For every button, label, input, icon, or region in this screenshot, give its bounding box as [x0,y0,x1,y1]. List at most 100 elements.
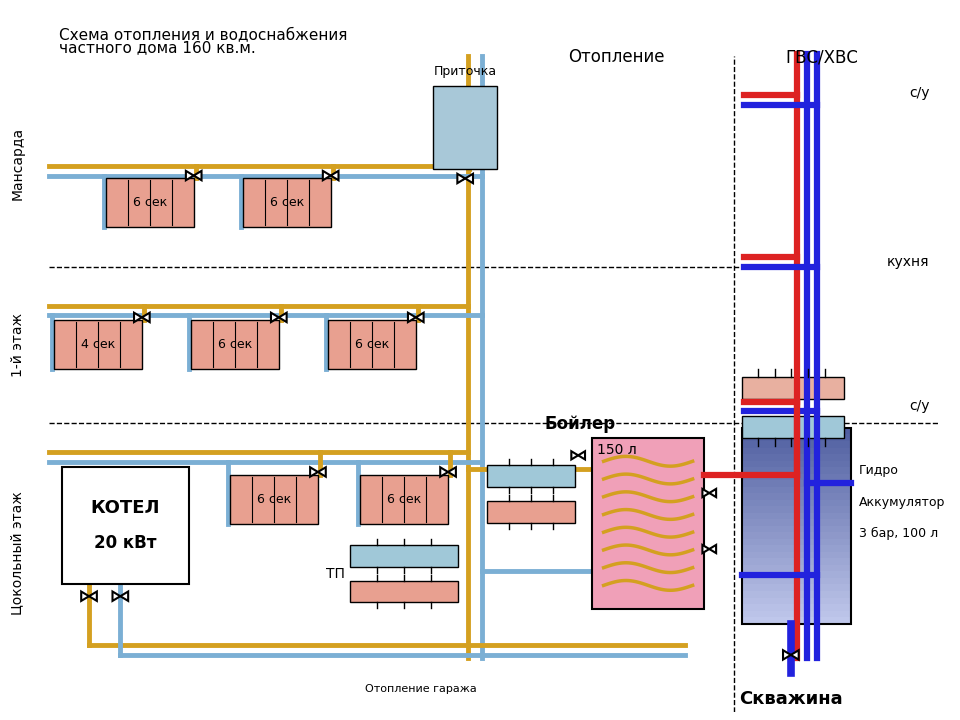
Text: 3 бар, 100 л: 3 бар, 100 л [859,527,938,540]
Polygon shape [791,650,799,660]
Text: кухня: кухня [887,255,929,269]
Text: Приточка: Приточка [434,65,496,78]
Text: с/у: с/у [909,86,929,100]
Polygon shape [783,650,791,660]
Bar [433,86,497,168]
Bar [741,525,852,532]
Text: 4 сек: 4 сек [81,338,115,351]
Bar [350,545,458,567]
Text: 6 сек: 6 сек [132,197,167,210]
Polygon shape [571,451,578,459]
Polygon shape [323,171,330,180]
Bar [327,320,416,369]
Bar [741,428,852,624]
Bar [106,179,194,228]
Polygon shape [703,545,709,553]
Polygon shape [457,174,466,183]
Polygon shape [703,489,709,497]
Bar [741,570,852,578]
Bar [592,438,705,609]
Polygon shape [709,545,716,553]
Bar [741,416,844,438]
Bar [741,433,852,441]
Text: ТП: ТП [326,567,346,581]
Bar [741,610,852,617]
Text: с/у: с/у [909,400,929,413]
Bar [741,466,852,474]
Polygon shape [186,171,194,180]
Text: Цокольный этаж: Цокольный этаж [11,491,25,615]
Bar [360,475,448,524]
Text: 6 сек: 6 сек [387,493,421,506]
Bar [741,486,852,493]
Polygon shape [330,171,339,180]
Bar [741,564,852,572]
Text: Бойлер: Бойлер [545,415,616,433]
Text: частного дома 160 кв.м.: частного дома 160 кв.м. [59,40,255,55]
Text: Мансарда: Мансарда [11,127,25,200]
Bar [741,531,852,539]
Bar [350,580,458,602]
Polygon shape [271,312,278,322]
Bar [741,597,852,604]
Bar [741,544,852,552]
Text: 6 сек: 6 сек [270,197,303,210]
Polygon shape [441,467,448,477]
Polygon shape [112,592,120,601]
Text: 6 сек: 6 сек [354,338,389,351]
Polygon shape [416,312,423,322]
Bar [741,377,844,399]
Bar [741,459,852,467]
Polygon shape [466,174,473,183]
Text: 20 кВт: 20 кВт [94,534,156,552]
Bar [487,501,575,523]
Polygon shape [408,312,416,322]
Text: 6 сек: 6 сек [256,493,291,506]
Bar [741,590,852,598]
Text: ГВС/ХВС: ГВС/ХВС [785,48,858,66]
Polygon shape [89,592,97,601]
Bar [741,551,852,559]
Polygon shape [120,592,128,601]
Polygon shape [142,312,150,322]
Bar [741,557,852,565]
Text: Отопление: Отопление [568,48,664,66]
Bar [741,518,852,526]
Bar [741,440,852,448]
Polygon shape [82,592,89,601]
Text: Скважина: Скважина [739,690,843,708]
Text: 6 сек: 6 сек [218,338,252,351]
Bar [243,179,330,228]
Bar [741,427,852,434]
Bar [487,465,575,487]
Polygon shape [310,467,318,477]
Bar [741,492,852,500]
Bar [741,616,852,624]
Bar [741,538,852,545]
Bar [229,475,318,524]
Bar [741,446,852,454]
Polygon shape [134,312,142,322]
Text: 150 л: 150 л [597,443,636,456]
Polygon shape [578,451,585,459]
Bar [741,453,852,461]
Bar [741,499,852,506]
Text: КОТЕЛ: КОТЕЛ [90,499,160,517]
Polygon shape [194,171,202,180]
Bar [741,603,852,611]
Text: 1-й этаж: 1-й этаж [11,312,25,377]
Text: Аккумулятор: Аккумулятор [859,496,946,509]
Polygon shape [709,489,716,497]
Text: Гидро: Гидро [859,464,899,477]
Bar [741,472,852,480]
Bar [191,320,278,369]
Bar [61,467,189,585]
Bar [741,512,852,519]
Text: Отопление гаража: Отопление гаража [365,684,476,694]
Polygon shape [448,467,456,477]
Bar [741,479,852,487]
Bar [741,583,852,591]
Polygon shape [318,467,325,477]
Bar [741,505,852,513]
Bar [54,320,142,369]
